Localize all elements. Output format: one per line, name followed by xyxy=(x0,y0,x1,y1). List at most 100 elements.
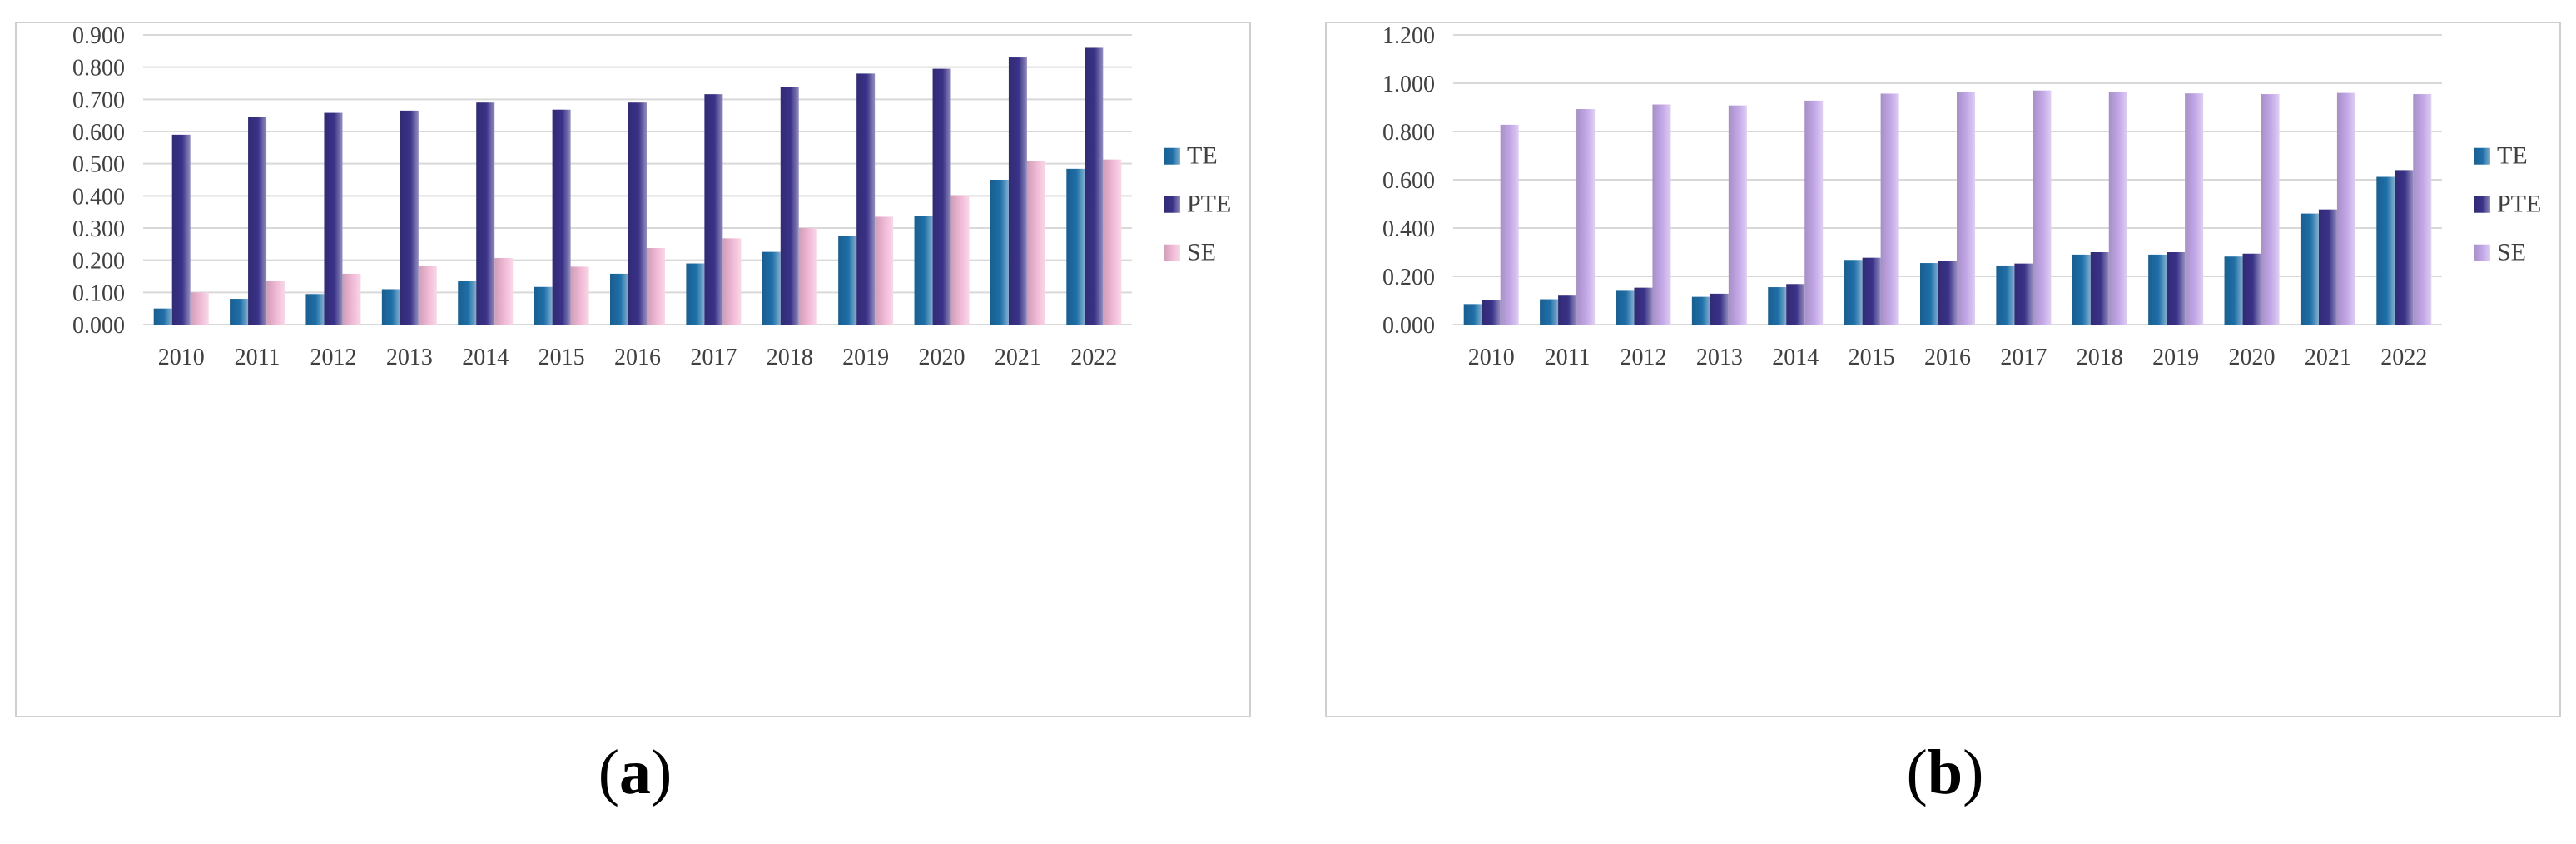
y-tick-label: 0.200 xyxy=(72,249,125,275)
bar-se-2015 xyxy=(570,266,589,325)
x-tick-label: 2011 xyxy=(1545,345,1591,370)
bar-se-2022 xyxy=(1103,159,1122,325)
x-tick-label: 2017 xyxy=(690,345,737,370)
bar-te-2018 xyxy=(762,251,781,325)
caption-b-open: ( xyxy=(1906,737,1928,807)
bar-te-2014 xyxy=(1768,287,1787,325)
bar-se-2021 xyxy=(2336,92,2355,325)
bar-pte-2021 xyxy=(2318,209,2337,325)
bar-te-2012 xyxy=(1616,290,1635,325)
y-tick-label: 1.000 xyxy=(1382,72,1435,97)
caption-b-close: ) xyxy=(1963,737,1984,807)
legend-swatch-te xyxy=(2474,147,2490,165)
x-tick-label: 2019 xyxy=(2152,345,2199,370)
chart-panel-b: 0.000 0.200 0.400 0.600 0.800 1.000 1.200 2010 2… xyxy=(1325,22,2561,717)
bar-te-2019 xyxy=(838,236,857,325)
bar-pte-2014 xyxy=(1786,284,1805,325)
bar-se-2020 xyxy=(2261,94,2280,325)
x-tick-label: 2013 xyxy=(1696,345,1743,370)
x-tick-label: 2012 xyxy=(310,345,356,370)
bar-se-2010 xyxy=(1500,124,1519,325)
bar-pte-2018 xyxy=(780,87,799,325)
caption-a-open: ( xyxy=(598,737,619,807)
bar-se-2011 xyxy=(266,281,285,325)
bar-pte-2013 xyxy=(400,110,419,325)
chart-b-svg: 0.000 0.200 0.400 0.600 0.800 1.000 1.200 2010 2… xyxy=(1382,23,2541,370)
x-tick-label: 2018 xyxy=(767,345,813,370)
legend-swatch-pte xyxy=(2474,196,2490,213)
y-tick-label: 0.500 xyxy=(72,152,125,178)
bar-te-2010 xyxy=(1463,304,1482,325)
y-tick-label: 0.400 xyxy=(1382,216,1435,242)
x-tick-label: 2021 xyxy=(2305,345,2351,370)
bar-se-2022 xyxy=(2413,94,2432,325)
bar-se-2013 xyxy=(1728,105,1747,325)
x-tick-label: 2010 xyxy=(1468,345,1515,370)
legend-swatch-se xyxy=(2474,244,2490,261)
legend-label-te: TE xyxy=(2497,142,2528,170)
bar-te-2014 xyxy=(458,281,477,325)
caption-b: (b) xyxy=(1862,737,2028,809)
bar-pte-2013 xyxy=(1710,293,1729,325)
legend-label-se: SE xyxy=(1187,239,1216,266)
y-tick-label: 0.100 xyxy=(72,281,125,306)
x-tick-label: 2022 xyxy=(1070,345,1117,370)
bar-te-2017 xyxy=(1996,265,2015,325)
legend-label-te: TE xyxy=(1187,142,1218,170)
bar-se-2011 xyxy=(1576,109,1596,325)
bar-te-2012 xyxy=(305,294,325,325)
x-tick-label: 2013 xyxy=(386,345,433,370)
bar-te-2020 xyxy=(914,216,933,325)
y-tick-label: 0.000 xyxy=(1382,313,1435,339)
bar-pte-2020 xyxy=(932,68,951,325)
bar-se-2016 xyxy=(1957,92,1975,325)
bar-pte-2015 xyxy=(1862,257,1881,325)
x-tick-label: 2014 xyxy=(1772,345,1819,370)
y-tick-label: 0.800 xyxy=(1382,120,1435,146)
bar-te-2018 xyxy=(2072,254,2091,325)
bar-se-2012 xyxy=(1652,104,1671,325)
x-tick-label: 2015 xyxy=(539,345,585,370)
x-tick-label: 2021 xyxy=(995,345,1041,370)
bar-se-2014 xyxy=(1804,100,1824,325)
y-tick-label: 0.900 xyxy=(72,23,125,49)
bar-pte-2020 xyxy=(2242,253,2261,325)
bar-pte-2018 xyxy=(2090,252,2109,325)
bar-se-2021 xyxy=(1026,161,1045,325)
bar-pte-2016 xyxy=(628,102,647,325)
y-tick-label: 0.600 xyxy=(72,120,125,146)
bar-pte-2010 xyxy=(171,134,191,325)
bar-pte-2016 xyxy=(1938,261,1957,325)
x-tick-label: 2011 xyxy=(235,345,280,370)
bar-pte-2021 xyxy=(1008,57,1027,325)
bar-pte-2019 xyxy=(2167,252,2186,325)
bar-pte-2017 xyxy=(2014,263,2033,325)
caption-a: (a) xyxy=(552,737,718,809)
y-tick-label: 0.600 xyxy=(1382,168,1435,194)
bar-se-2013 xyxy=(418,266,437,325)
bar-se-2010 xyxy=(190,292,209,325)
x-tick-label: 2019 xyxy=(842,345,889,370)
bar-te-2019 xyxy=(2148,254,2167,325)
bar-te-2020 xyxy=(2224,256,2243,325)
bar-se-2015 xyxy=(1880,93,1899,325)
bar-se-2014 xyxy=(494,257,514,325)
x-tick-label: 2015 xyxy=(1849,345,1895,370)
caption-a-close: ) xyxy=(651,737,673,807)
bar-pte-2011 xyxy=(248,117,267,325)
caption-a-letter: a xyxy=(619,737,651,807)
bar-te-2021 xyxy=(2300,213,2319,325)
caption-b-letter: b xyxy=(1927,737,1963,807)
bar-se-2019 xyxy=(2185,93,2204,325)
legend-label-se: SE xyxy=(2497,239,2526,266)
x-tick-label: 2018 xyxy=(2077,345,2123,370)
legend-swatch-te xyxy=(1164,147,1180,165)
bar-pte-2014 xyxy=(476,102,495,325)
y-tick-label: 0.000 xyxy=(72,313,125,339)
bar-se-2020 xyxy=(950,195,970,325)
bar-pte-2011 xyxy=(1558,295,1577,325)
bar-te-2017 xyxy=(686,263,705,325)
bar-se-2018 xyxy=(2108,92,2127,325)
legend-swatch-se xyxy=(1164,244,1180,261)
bar-te-2016 xyxy=(610,273,628,325)
